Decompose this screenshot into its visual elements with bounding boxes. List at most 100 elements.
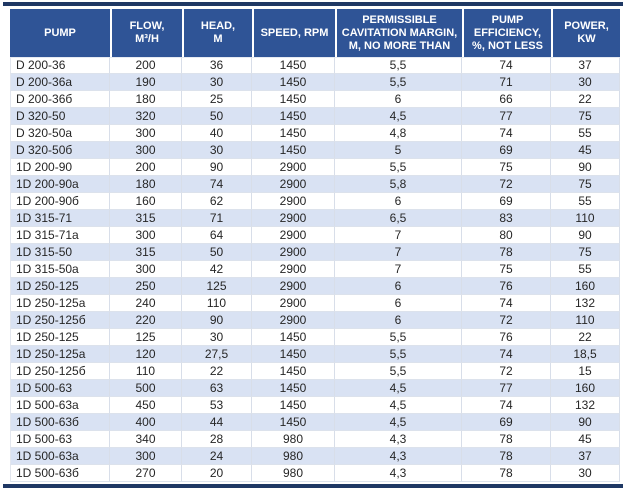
cell-speed: 2900 [252,159,335,176]
table-row: D 320-50 320 50 1450 4,5 77 75 [10,108,620,125]
cell-pump: 1D 500-63б [10,465,110,482]
cell-head: 20 [182,465,252,482]
cell-power: 55 [551,193,620,210]
cell-power: 75 [551,176,620,193]
cell-efficiency: 76 [462,329,551,346]
cell-flow: 125 [110,329,182,346]
cell-power: 37 [551,57,620,74]
cell-cavitation: 5,5 [335,74,462,91]
cell-efficiency: 72 [462,363,551,380]
cell-flow: 220 [110,312,182,329]
cell-power: 15 [551,363,620,380]
cell-efficiency: 74 [462,346,551,363]
cell-head: 63 [182,380,252,397]
cell-pump: 1D 500-63 [10,380,110,397]
table-row: 1D 500-63б 400 44 1450 4,5 69 90 [10,414,620,431]
cell-flow: 180 [110,176,182,193]
table-row: 1D 500-63 500 63 1450 4,5 77 160 [10,380,620,397]
table-row: D 320-50a 300 40 1450 4,8 74 55 [10,125,620,142]
cell-flow: 400 [110,414,182,431]
cell-flow: 160 [110,193,182,210]
cell-cavitation: 7 [335,227,462,244]
cell-pump: D 200-36 [10,57,110,74]
cell-efficiency: 69 [462,142,551,159]
cell-pump: 1D 315-50 [10,244,110,261]
cell-flow: 200 [110,57,182,74]
table-row: 1D 250-125a 120 27,5 1450 5,5 74 18,5 [10,346,620,363]
cell-cavitation: 5,5 [335,329,462,346]
cell-head: 110 [182,295,252,312]
cell-power: 55 [551,261,620,278]
cell-cavitation: 4,5 [335,414,462,431]
cell-efficiency: 77 [462,108,551,125]
cell-pump: 1D 250-125 [10,329,110,346]
cell-head: 50 [182,108,252,125]
cell-cavitation: 7 [335,244,462,261]
cell-speed: 1450 [252,57,335,74]
cell-cavitation: 7 [335,261,462,278]
cell-cavitation: 5,8 [335,176,462,193]
cell-cavitation: 6 [335,193,462,210]
cell-power: 30 [551,465,620,482]
cell-cavitation: 5 [335,142,462,159]
cell-pump: 1D 315-50a [10,261,110,278]
cell-efficiency: 66 [462,91,551,108]
cell-power: 22 [551,91,620,108]
cell-flow: 300 [110,142,182,159]
cell-cavitation: 4,5 [335,380,462,397]
cell-speed: 1450 [252,142,335,159]
cell-speed: 2900 [252,244,335,261]
cell-head: 74 [182,176,252,193]
header-cell-speed: SPEED, RPM [252,9,335,57]
table-row: D 200-36б 180 25 1450 6 66 22 [10,91,620,108]
cell-cavitation: 6 [335,278,462,295]
cell-power: 45 [551,431,620,448]
cell-efficiency: 72 [462,176,551,193]
cell-pump: 1D 200-90a [10,176,110,193]
cell-cavitation: 6 [335,91,462,108]
cell-pump: D 200-36a [10,74,110,91]
cell-pump: 1D 200-90 [10,159,110,176]
cell-head: 28 [182,431,252,448]
cell-flow: 320 [110,108,182,125]
cell-cavitation: 6,5 [335,210,462,227]
cell-pump: D 320-50a [10,125,110,142]
cell-head: 25 [182,91,252,108]
cell-efficiency: 74 [462,397,551,414]
table-row: 1D 315-71a 300 64 2900 7 80 90 [10,227,620,244]
table-row: 1D 250-125б 110 22 1450 5,5 72 15 [10,363,620,380]
cell-speed: 2900 [252,210,335,227]
cell-efficiency: 72 [462,312,551,329]
cell-pump: 1D 500-63б [10,414,110,431]
cell-head: 64 [182,227,252,244]
cell-pump: D 200-36б [10,91,110,108]
cell-speed: 2900 [252,278,335,295]
table-header: PUMP FLOW, M³/H HEAD, M SPEED, RPM PERMISSIB… [10,9,620,57]
cell-head: 125 [182,278,252,295]
table-row: 1D 250-125 250 125 2900 6 76 160 [10,278,620,295]
cell-head: 42 [182,261,252,278]
cell-efficiency: 80 [462,227,551,244]
cell-head: 90 [182,312,252,329]
cell-head: 40 [182,125,252,142]
cell-efficiency: 75 [462,261,551,278]
table-row: D 200-36a 190 30 1450 5,5 71 30 [10,74,620,91]
cell-speed: 980 [252,465,335,482]
cell-pump: 1D 500-63a [10,397,110,414]
cell-efficiency: 83 [462,210,551,227]
cell-efficiency: 78 [462,448,551,465]
cell-speed: 1450 [252,363,335,380]
cell-efficiency: 74 [462,125,551,142]
cell-speed: 1450 [252,125,335,142]
header-cell-power: POWER, KW [551,9,620,57]
cell-efficiency: 78 [462,244,551,261]
header-cell-pump: PUMP [10,9,110,57]
cell-pump: 1D 315-71a [10,227,110,244]
cell-power: 45 [551,142,620,159]
cell-speed: 1450 [252,329,335,346]
cell-power: 110 [551,210,620,227]
cell-efficiency: 69 [462,414,551,431]
cell-speed: 1450 [252,74,335,91]
cell-flow: 315 [110,244,182,261]
cell-flow: 500 [110,380,182,397]
